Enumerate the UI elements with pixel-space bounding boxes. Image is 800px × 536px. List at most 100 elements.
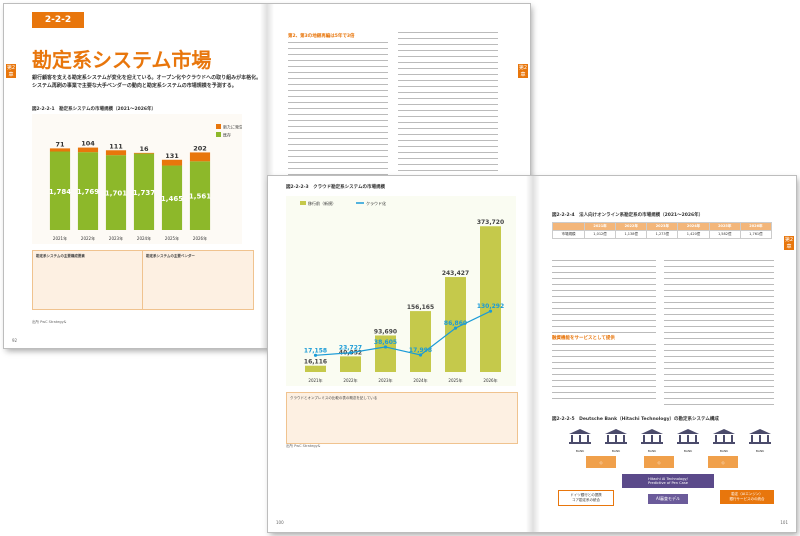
- body-text: [664, 260, 774, 408]
- bar-value-label: 1,784: [49, 188, 71, 196]
- chapter-side-tab-right: 第2章: [518, 64, 528, 78]
- bar-value-label: 156,165: [407, 304, 434, 311]
- bar-new: [49, 148, 71, 152]
- bar-value-label: 131: [165, 152, 179, 160]
- bar-value-label: 16,116: [304, 359, 327, 366]
- top-market-table: 2021年 2022年 2023年 2024年 2025年 2026年 市場規模 1,012…: [552, 222, 773, 239]
- bank-label: BANK: [755, 449, 765, 453]
- chapter-side-tab: 第2章: [6, 64, 16, 78]
- bar-existing: [49, 151, 71, 230]
- table-header-cell: 2023年: [646, 222, 679, 231]
- bar-existing: [189, 161, 211, 230]
- bar-new: [133, 152, 155, 154]
- bank-icon: BANK: [604, 428, 628, 453]
- flow-node-left-top: ◇: [586, 456, 616, 468]
- x-tick-label: 2025年: [165, 235, 179, 241]
- x-tick-label: 2026年: [483, 377, 497, 383]
- table-header-cell: 2025年: [708, 222, 741, 231]
- legend-swatch: [300, 201, 306, 205]
- lead-paragraph: 銀行顧客を支える勘定系システムが変化を迎えている。オープン化やクラウドへの取り組…: [32, 75, 262, 89]
- bank-icon: BANK: [712, 428, 736, 453]
- bank-icon: BANK: [568, 428, 592, 453]
- x-tick-label: 2022年: [343, 377, 357, 383]
- note-heading-right: 勘定系システムの主要ベンダー: [146, 254, 195, 258]
- table-cell: 1,138億: [615, 230, 648, 239]
- line-value-label: 130,292: [477, 303, 504, 310]
- bank-label: BANK: [683, 449, 693, 453]
- cloud-market-chart-svg: 移行前（新規）クラウド化16,1162021年40,0522022年93,690…: [300, 200, 504, 383]
- bank-icon: BANK: [676, 428, 700, 453]
- flow-center-node: Hitachi AI Technology/ Predictive of Pen…: [622, 474, 714, 488]
- note-heading-left: 勘定系システムの主要構成要素: [36, 254, 85, 258]
- section-tag: 2-2-2: [32, 12, 84, 28]
- bar-value-label: 1,701: [105, 190, 127, 198]
- bank-label: BANK: [575, 449, 585, 453]
- line-value-label: 17,158: [304, 347, 327, 354]
- line-point: [418, 353, 423, 357]
- flow-node-mid-top: ◇: [644, 456, 674, 468]
- table-header-cell: 2024年: [677, 222, 710, 231]
- table-caption-top: 図2-2-2-4 法人向けオンライン系勘定系の市場規模（2021～2026年）: [552, 213, 704, 218]
- bar: [375, 335, 396, 372]
- figure-caption: 図2-2-2-1 勘定系システムの市場規模（2021～2026年）: [32, 107, 157, 112]
- bar-new: [105, 150, 127, 156]
- bar-value-label: 1,737: [133, 189, 155, 197]
- body-text: [552, 344, 656, 404]
- body-text: [552, 260, 656, 334]
- bank-icon: BANK: [640, 428, 664, 453]
- legend-label: クラウド化: [366, 200, 386, 206]
- bar-value-label: 202: [193, 144, 207, 152]
- bank-label: BANK: [611, 449, 621, 453]
- x-tick-label: 2022年: [81, 235, 95, 241]
- column-heading: 融資機能をサービスとして提供: [552, 336, 615, 341]
- bar: [445, 277, 466, 372]
- table-cell: 1,582億: [708, 230, 741, 239]
- x-tick-label: 2023年: [109, 235, 123, 241]
- bar-value-label: 16: [139, 145, 149, 153]
- line-series: [315, 310, 491, 356]
- legend-label: 新たに発生: [223, 124, 242, 130]
- table-header-cell: 2021年: [583, 222, 617, 231]
- note-text: クラウドとオンプレミスの比較の表の概念を記している: [290, 396, 378, 400]
- x-tick-label: 2021年: [53, 235, 67, 241]
- bar: [340, 356, 361, 372]
- legend-swatch: [216, 132, 221, 137]
- flow-right-node: 勘定（AIエンジン） 銀行サービスのの統合: [720, 490, 774, 504]
- text-column-left: 融資機能をサービスとして提供: [552, 260, 656, 410]
- flow-node-right-top: ◇: [708, 456, 738, 468]
- bar: [305, 365, 326, 372]
- line-value-label: 23,727: [339, 345, 362, 352]
- bank-icon: BANK: [748, 428, 772, 453]
- bar-new: [161, 159, 183, 166]
- x-tick-label: 2026年: [193, 235, 207, 241]
- legend-swatch: [216, 124, 221, 129]
- line-point: [453, 326, 458, 330]
- page-gutter: [526, 176, 540, 532]
- chapter-side-tab: 第2章: [784, 236, 794, 250]
- x-tick-label: 2024年: [413, 377, 427, 383]
- bar-existing: [77, 152, 99, 230]
- bank-label: BANK: [719, 449, 729, 453]
- x-tick-label: 2025年: [448, 377, 462, 383]
- market-size-chart: 新たに発生 既存 1,784 71 2021年 1,769 104 2022年 1,701 111…: [32, 114, 243, 244]
- flow-left-node: ドイツ銀行との提携 コア勘定系の統合: [558, 490, 614, 506]
- x-tick-label: 2024年: [137, 235, 151, 241]
- bar-existing: [161, 165, 183, 230]
- line-point: [348, 351, 353, 355]
- note-box-left: 勘定系システムの主要構成要素: [32, 250, 144, 310]
- bar-value-label: 1,769: [77, 188, 99, 196]
- bar-existing: [105, 155, 127, 230]
- column-heading-1: 第2、第3の地銀再編は5年で3倍: [288, 34, 355, 39]
- bar-new: [77, 147, 99, 153]
- bar-new: [189, 152, 211, 162]
- bar-value-label: 243,427: [442, 270, 469, 277]
- table-header-cell: 2026年: [739, 222, 773, 231]
- bar: [480, 226, 501, 372]
- source-note: 出所 PwC Strategy&: [32, 320, 67, 324]
- bar-value-label: 104: [81, 140, 95, 148]
- bar-existing: [133, 153, 155, 230]
- line-point: [488, 309, 493, 313]
- bank-label: BANK: [647, 449, 657, 453]
- table-header-cell: [552, 222, 585, 231]
